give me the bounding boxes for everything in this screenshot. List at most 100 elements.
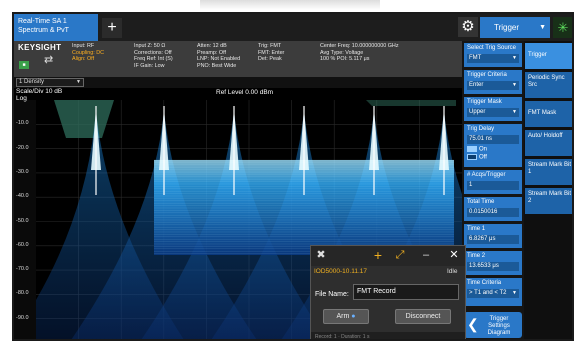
softkey-trigger-mask-label: Trigger Mask: [467, 99, 502, 105]
softkey-total-time-label: Total Time: [467, 199, 495, 205]
density-select[interactable]: 1 Density ▼: [16, 78, 84, 87]
info-atten: Atten: 12 dB: [197, 43, 227, 49]
info-corrections: Corrections: Off: [134, 49, 172, 56]
spectrum-peaks: [91, 106, 449, 195]
softkey-trig-source-label: Select Trig Source: [467, 45, 517, 51]
softkey-trigger-criteria[interactable]: Trigger Criteria Enter ▼: [464, 70, 522, 94]
y-axis-tick-label: -20.0: [16, 144, 29, 151]
status-badge: ■: [19, 61, 29, 69]
info-coupling: Coupling: DC: [72, 49, 105, 56]
softkey-trig-delay-label: Trig Delay: [467, 126, 495, 132]
info-freq-ref: Freq Ref: Int (S): [134, 56, 173, 63]
info-poi: 100 % POI: 5.117 μs: [320, 56, 370, 63]
trigger-settings-diagram-button[interactable]: ❮ Trigger Settings Diagram: [464, 312, 522, 338]
softkey-trigger-criteria-label: Trigger Criteria: [467, 72, 507, 78]
fmt-mask-region: [54, 100, 114, 138]
menu-selector[interactable]: Trigger ▼: [480, 17, 550, 38]
dialog-toolbar: ✖ + ⤢ – ✕: [311, 246, 465, 266]
arm-button-label: Arm: [336, 313, 350, 320]
softkey-trig-source[interactable]: Select Trig Source FMT ▼: [464, 43, 522, 67]
file-name-label: File Name:: [315, 291, 349, 298]
softkey-panel: Select Trig Source FMT ▼ Trigger Criteria…: [462, 41, 524, 339]
spectrum-band: [154, 159, 454, 255]
tab-stream-mark-bit-1[interactable]: Stream Mark Bit 1: [525, 159, 572, 185]
caret-down-icon: ▼: [512, 109, 517, 115]
softkey-time-criteria-label: Time Criteria: [467, 280, 502, 286]
device-id: IOD5000-10.11.17: [314, 268, 367, 275]
tab-fmt-mask[interactable]: FMT Mask: [525, 101, 572, 127]
y-axis-tick-label: -10.0: [16, 120, 29, 127]
app-tab[interactable]: Real-Time SA 1 Spectrum & PvT: [14, 14, 98, 41]
frame-bezel: [200, 0, 380, 10]
ref-level-label: Ref Level 0.00 dBm: [216, 89, 274, 96]
softkey-total-time-value: 0.0150016: [467, 208, 519, 217]
softkey-trig-delay-value: 75.01 ns: [467, 135, 519, 144]
softkey-time-criteria[interactable]: Time Criteria > T1 and < T2 ▼: [464, 278, 522, 306]
brand-logo: KEYSIGHT: [18, 43, 62, 52]
info-trig: Trig: FMT: [258, 43, 282, 49]
minimize-icon[interactable]: –: [422, 249, 430, 261]
info-column-trigger: Trig: FMT FMT: Enter Det: Peak: [258, 43, 284, 63]
toggle-off[interactable]: Off: [467, 153, 519, 162]
plus-icon[interactable]: +: [102, 18, 122, 38]
caret-down-icon: ▼: [539, 24, 546, 31]
softkey-acqs-label: # Acqs/Trigger: [467, 172, 506, 178]
plot-header: Scale/Div 10 dB Log Ref Level 0.00 dBm: [14, 88, 462, 102]
plus-icon[interactable]: +: [373, 247, 383, 263]
device-status: Idle: [447, 268, 458, 275]
info-pno: PNO: Best Wide: [197, 62, 237, 69]
info-column-center-freq: Center Freq: 10.000000000 GHz Avg Type: …: [320, 43, 399, 63]
tab-auto-holdoff[interactable]: Auto/ Holdoff: [525, 130, 572, 156]
trigger-criteria-value: Enter: [469, 82, 484, 88]
fmt-mask-region: [366, 100, 456, 106]
expand-icon[interactable]: ⤢: [395, 249, 405, 261]
tab-stream-mark-bit-2[interactable]: Stream Mark Bit 2: [525, 188, 572, 214]
close-icon[interactable]: ✕: [449, 249, 459, 261]
trig-source-value: FMT: [469, 55, 482, 61]
info-avg-type: Avg Type: Voltage: [320, 49, 364, 56]
softkey-time-2-value: 13.6533 μs: [467, 262, 519, 271]
y-axis-tick-label: -80.0: [16, 290, 29, 297]
info-column-input: Input: RF Coupling: DC Align: Off: [72, 43, 104, 63]
info-column-corrections: Input Z: 50 Ω Corrections: Off Freq Ref:…: [134, 43, 173, 69]
y-axis-tick-label: -50.0: [16, 217, 29, 224]
log-label: Log: [16, 95, 27, 102]
file-name-input[interactable]: FMT Record: [353, 284, 459, 300]
activity-icon[interactable]: ✳: [553, 17, 572, 38]
softkey-trigger-mask[interactable]: Trigger Mask Upper ▼: [464, 97, 522, 121]
caret-down-icon: ▼: [512, 290, 517, 296]
softkey-time-2[interactable]: Time 2 13.6533 μs: [464, 251, 522, 275]
scale-label: Scale/Div 10 dB: [16, 88, 63, 95]
disconnect-button[interactable]: Disconnect: [395, 309, 451, 324]
fmt-mask: [54, 100, 456, 138]
info-input: Input: RF: [72, 43, 95, 49]
softkey-acqs-per-trigger[interactable]: # Acqs/Trigger 1: [464, 170, 522, 194]
softkey-time-2-label: Time 2: [467, 253, 486, 259]
title-bar: Real-Time SA 1 Spectrum & PvT + ⚙ Trigge…: [14, 14, 572, 41]
app-tab-subtitle: Spectrum & PvT: [18, 27, 69, 34]
swap-icon[interactable]: ⇄: [44, 54, 54, 66]
display-selector-row: 1 Density ▼: [14, 77, 462, 88]
caret-down-icon: ▼: [76, 79, 81, 85]
softkey-total-time[interactable]: Total Time 0.0150016: [464, 197, 522, 221]
softkey-time-1[interactable]: Time 1 6.8267 μs: [464, 224, 522, 248]
diagram-button-line1: Trigger Settings: [488, 316, 510, 329]
arm-indicator-icon: ●: [351, 313, 356, 320]
softkey-time-criteria-value: > T1 and < T2 ▼: [467, 289, 519, 298]
tab-trigger[interactable]: Trigger: [525, 43, 572, 69]
softkey-time-1-label: Time 1: [467, 226, 486, 232]
softkey-trig-delay[interactable]: Trig Delay 75.01 ns On Off: [464, 124, 522, 167]
recorder-dialog: ✖ + ⤢ – ✕ IOD5000-10.11.17 Idle File Nam…: [310, 245, 466, 339]
info-input-z: Input Z: 50 Ω: [134, 43, 166, 49]
arm-button[interactable]: Arm ●: [323, 309, 369, 324]
toggle-off-label: Off: [479, 154, 487, 161]
info-align: Align: Off: [72, 56, 95, 63]
softkey-acqs-value: 1: [467, 181, 519, 190]
info-column-atten: Atten: 12 dB Preamp: Off LNP: Not Enable…: [197, 43, 240, 69]
gear-icon[interactable]: ⚙: [458, 17, 478, 37]
tab-periodic-sync-src[interactable]: Periodic Sync Src: [525, 72, 572, 98]
tools-icon[interactable]: ✖: [316, 249, 326, 261]
toggle-on[interactable]: On: [467, 146, 519, 154]
softkey-trigger-criteria-value: Enter ▼: [467, 81, 519, 90]
